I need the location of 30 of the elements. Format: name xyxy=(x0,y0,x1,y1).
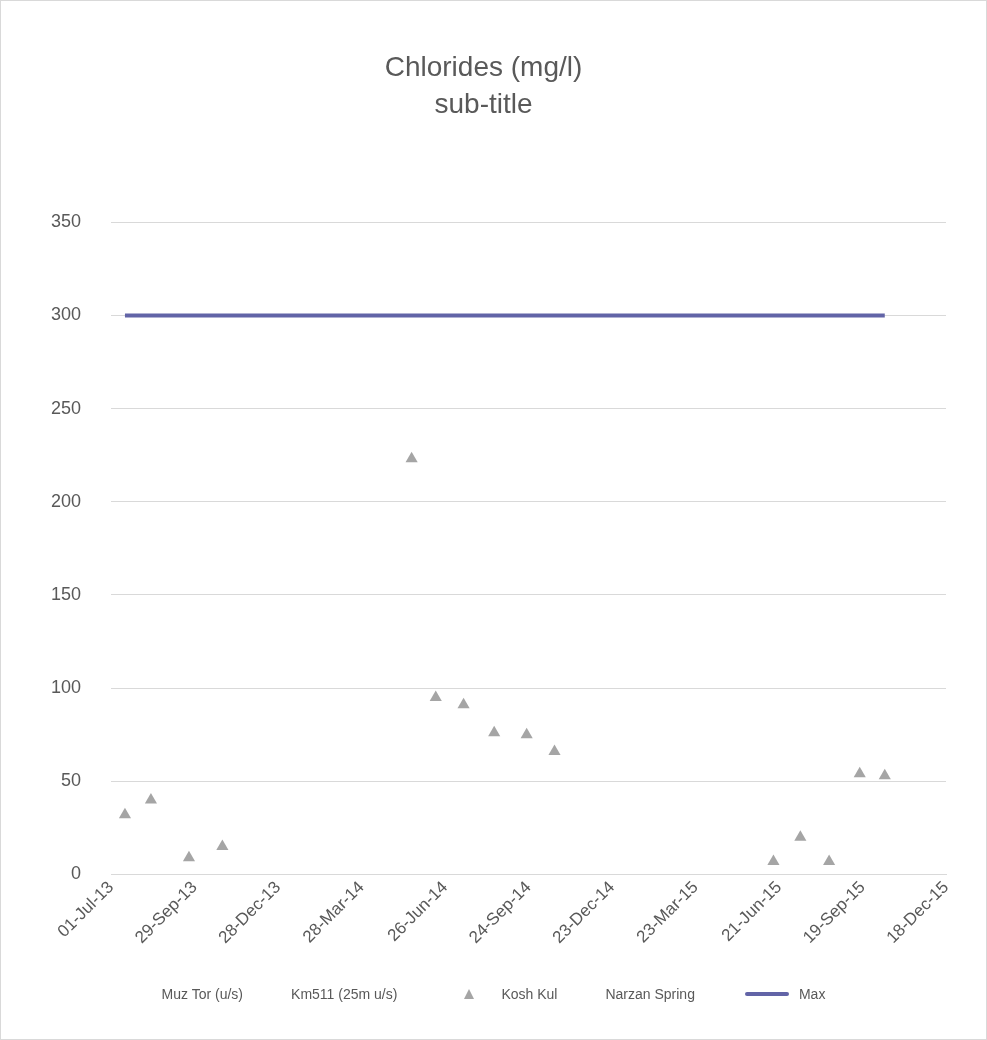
point xyxy=(794,830,807,841)
point xyxy=(878,768,891,780)
point xyxy=(429,690,442,701)
y-tick-label: 150 xyxy=(50,583,82,604)
text: Muz Tor (u/s) xyxy=(161,986,244,1002)
y-tick-label: 200 xyxy=(50,490,82,511)
point xyxy=(520,727,533,739)
legend-label: Max xyxy=(798,986,826,1002)
y-tick-label: 300 xyxy=(50,304,82,325)
y-tick-label: 350 xyxy=(50,211,82,232)
point xyxy=(216,839,229,850)
point xyxy=(144,792,157,804)
point xyxy=(182,850,196,862)
text: Narzan Spring xyxy=(605,986,695,1002)
point xyxy=(488,725,501,737)
y-tick-label: 100 xyxy=(50,677,82,698)
point xyxy=(767,854,780,865)
chart-subtitle: sub-title xyxy=(434,88,533,120)
point xyxy=(548,744,561,755)
point xyxy=(853,766,866,778)
legend-label: Kosh Kul xyxy=(501,986,558,1002)
point xyxy=(823,854,836,865)
y-tick-label: 0 xyxy=(71,863,82,884)
y-tick-label: 250 xyxy=(50,397,82,418)
point xyxy=(405,451,418,463)
point xyxy=(457,697,470,709)
text: Km511 (25m u/s) xyxy=(291,986,398,1002)
y-tick-label: 50 xyxy=(61,770,82,791)
point xyxy=(118,807,132,819)
chart-title: Chlorides (mg/l) xyxy=(384,50,583,82)
